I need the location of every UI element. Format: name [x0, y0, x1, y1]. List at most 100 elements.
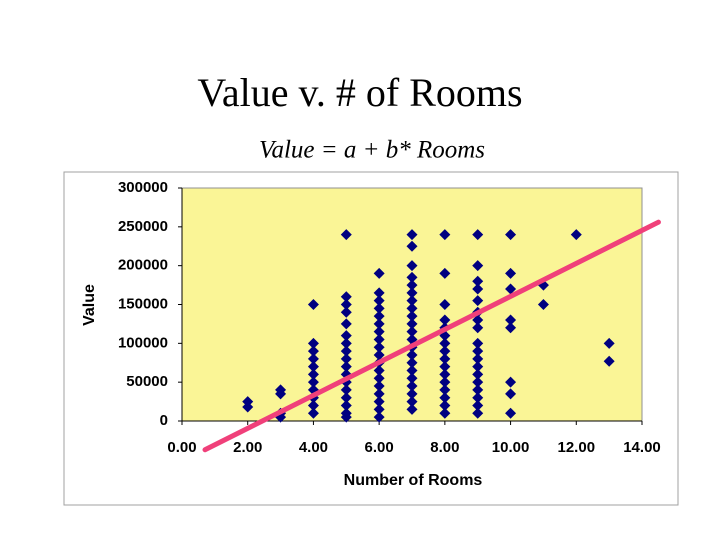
data-point: [373, 287, 385, 299]
data-point: [373, 372, 385, 384]
data-point: [472, 407, 484, 419]
data-point: [603, 355, 615, 367]
data-point: [439, 361, 451, 373]
data-point: [406, 229, 418, 241]
data-point: [472, 345, 484, 357]
data-point: [472, 376, 484, 388]
data-point: [472, 260, 484, 272]
data-point: [406, 357, 418, 369]
data-point: [406, 310, 418, 322]
data-point: [439, 345, 451, 357]
x-tick-label: 0.00: [167, 439, 196, 456]
data-point: [505, 267, 517, 279]
data-point: [439, 299, 451, 310]
data-point: [340, 330, 352, 342]
data-point: [505, 314, 517, 326]
data-point: [340, 392, 352, 404]
data-point: [307, 353, 319, 365]
data-point: [307, 368, 319, 380]
data-point: [439, 353, 451, 365]
data-point: [406, 271, 418, 283]
x-tick-label: 12.00: [558, 439, 596, 456]
data-point: [406, 302, 418, 314]
data-point: [439, 392, 451, 404]
data-point: [373, 302, 385, 314]
data-point: [340, 345, 352, 357]
data-point: [340, 353, 352, 365]
data-point: [307, 337, 319, 349]
data-point: [340, 399, 352, 411]
x-axis-title: Number of Rooms: [344, 472, 483, 489]
data-point: [340, 291, 352, 303]
data-point: [439, 384, 451, 396]
x-tick-label: 2.00: [233, 439, 262, 456]
data-point: [406, 403, 418, 415]
data-point: [505, 407, 517, 419]
data-point: [340, 299, 352, 310]
data-point: [505, 376, 517, 388]
data-point: [505, 388, 517, 400]
data-point: [537, 299, 549, 310]
data-point: [307, 299, 319, 310]
data-point: [373, 411, 385, 423]
data-point: [472, 384, 484, 396]
x-tick-label: 10.00: [492, 439, 530, 456]
data-point: [307, 345, 319, 357]
y-tick-label: 300000: [118, 179, 168, 196]
data-point: [307, 376, 319, 388]
data-point: [603, 337, 615, 349]
data-point: [406, 365, 418, 377]
data-point: [439, 229, 451, 241]
regression-line: [202, 219, 661, 453]
data-point: [439, 407, 451, 419]
data-point: [472, 283, 484, 295]
data-point: [472, 314, 484, 326]
data-point: [373, 396, 385, 408]
y-tick-label: 50000: [126, 373, 168, 390]
data-point: [439, 399, 451, 411]
data-point: [373, 388, 385, 400]
x-tick-label: 6.00: [365, 439, 394, 456]
data-point: [373, 295, 385, 307]
y-tick-label: 200000: [118, 257, 168, 274]
data-point: [406, 318, 418, 330]
x-tick-label: 8.00: [430, 439, 459, 456]
x-tick-label: 14.00: [623, 439, 661, 456]
data-point: [505, 283, 517, 295]
x-tick-label: 4.00: [299, 439, 328, 456]
data-point: [439, 337, 451, 349]
data-point: [472, 337, 484, 349]
data-point: [373, 349, 385, 361]
y-tick-label: 150000: [118, 295, 168, 312]
data-point: [472, 229, 484, 241]
data-point: [439, 376, 451, 388]
data-point: [406, 326, 418, 338]
data-point: [373, 380, 385, 392]
data-point: [406, 287, 418, 299]
y-axis-title: Value: [81, 284, 98, 326]
data-point: [307, 407, 319, 419]
data-point: [307, 399, 319, 411]
data-point: [472, 275, 484, 287]
data-point: [505, 322, 517, 334]
data-point: [373, 333, 385, 345]
data-point: [439, 267, 451, 279]
data-point: [242, 401, 254, 413]
data-point: [406, 372, 418, 384]
data-point: [406, 279, 418, 291]
data-point: [340, 229, 352, 241]
data-point: [505, 229, 517, 241]
data-point: [340, 361, 352, 373]
data-point: [472, 295, 484, 307]
slide-title: Value v. # of Rooms: [197, 70, 522, 115]
data-point: [340, 411, 352, 423]
data-point: [472, 353, 484, 365]
data-point: [472, 368, 484, 380]
data-point: [472, 361, 484, 373]
data-point: [340, 318, 352, 330]
data-point: [406, 388, 418, 400]
data-point: [373, 326, 385, 338]
data-point: [373, 310, 385, 322]
data-point: [307, 361, 319, 373]
